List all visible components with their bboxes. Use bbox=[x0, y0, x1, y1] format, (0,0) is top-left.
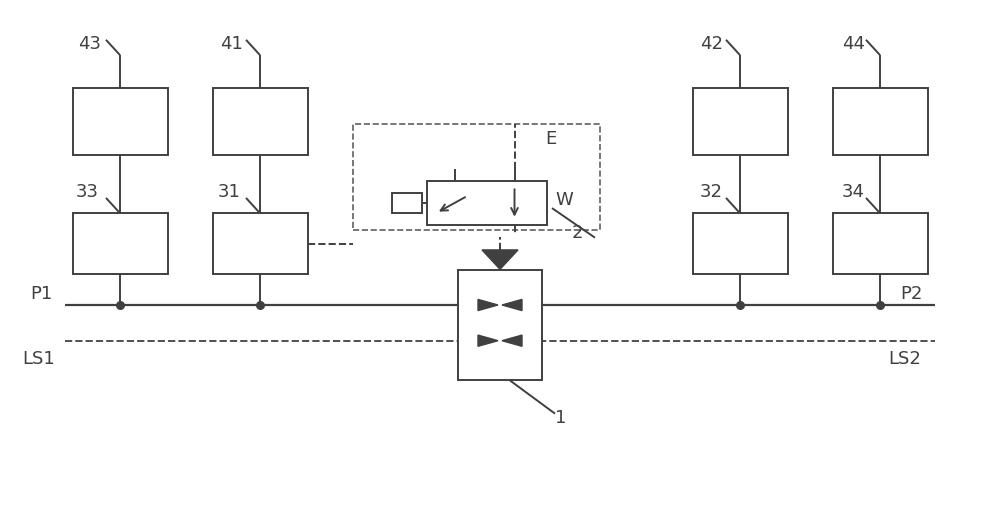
Bar bbox=[213, 89, 308, 155]
Text: 32: 32 bbox=[700, 183, 723, 201]
Bar bbox=[692, 89, 788, 155]
Polygon shape bbox=[502, 300, 522, 311]
Text: P1: P1 bbox=[30, 285, 52, 303]
Bar bbox=[72, 214, 168, 275]
Text: E: E bbox=[545, 130, 556, 148]
Polygon shape bbox=[478, 335, 498, 347]
Text: 31: 31 bbox=[218, 183, 241, 201]
Text: LS2: LS2 bbox=[888, 350, 921, 367]
Text: 33: 33 bbox=[76, 183, 99, 201]
Text: 41: 41 bbox=[220, 35, 243, 52]
Bar bbox=[353, 125, 600, 230]
Bar bbox=[72, 89, 168, 155]
Bar bbox=[832, 214, 928, 275]
Bar bbox=[458, 271, 542, 381]
Bar bbox=[213, 214, 308, 275]
Text: 34: 34 bbox=[842, 183, 865, 201]
Text: LS1: LS1 bbox=[22, 350, 55, 367]
Text: 42: 42 bbox=[700, 35, 723, 52]
Text: 44: 44 bbox=[842, 35, 865, 52]
Text: W: W bbox=[555, 191, 573, 209]
Text: 2: 2 bbox=[572, 224, 584, 242]
Bar bbox=[392, 194, 422, 213]
Text: P2: P2 bbox=[900, 285, 922, 303]
Text: 1: 1 bbox=[555, 409, 566, 427]
Polygon shape bbox=[502, 335, 522, 347]
Bar bbox=[427, 182, 547, 225]
Text: 43: 43 bbox=[78, 35, 101, 52]
Polygon shape bbox=[482, 250, 518, 270]
Polygon shape bbox=[478, 300, 498, 311]
Bar bbox=[832, 89, 928, 155]
Bar bbox=[692, 214, 788, 275]
